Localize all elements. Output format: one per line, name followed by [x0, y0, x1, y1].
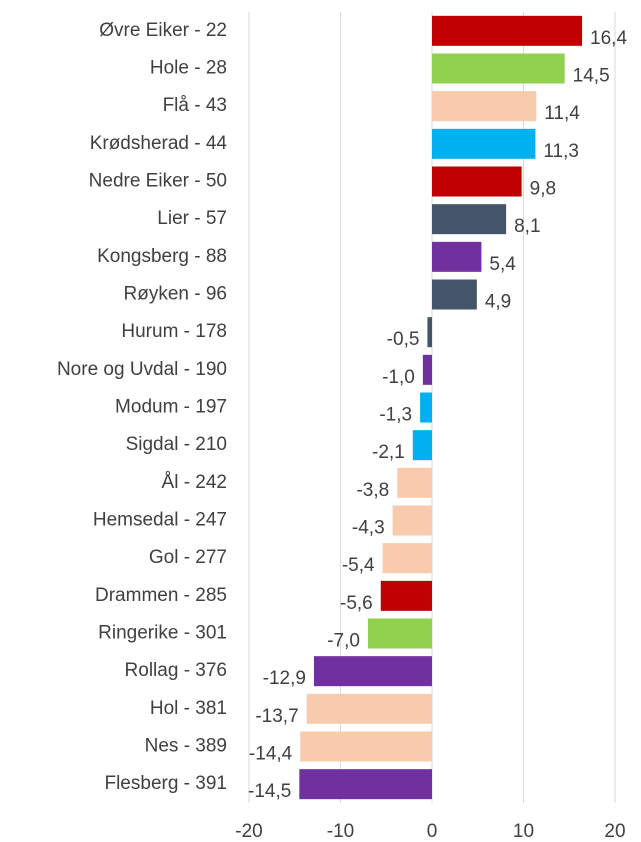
x-tick-label: -20 — [235, 821, 262, 842]
category-label: Gol - 277 — [149, 547, 227, 568]
value-label: -5,6 — [340, 593, 373, 614]
x-tick-label: 0 — [427, 821, 438, 842]
value-label: -1,3 — [379, 405, 412, 426]
value-label: -2,1 — [372, 442, 405, 463]
x-tick-label: 10 — [513, 821, 534, 842]
bar — [432, 204, 507, 235]
category-label: Drammen - 285 — [95, 585, 227, 606]
bar — [432, 15, 583, 46]
value-label: 11,3 — [543, 141, 579, 162]
bar — [412, 430, 432, 461]
bar — [397, 467, 432, 498]
bar — [299, 769, 432, 800]
value-label: -7,0 — [327, 631, 360, 652]
value-label: 16,4 — [590, 28, 627, 49]
category-label: Nes - 389 — [145, 736, 227, 757]
bar — [432, 128, 536, 159]
value-label: 4,9 — [485, 292, 511, 313]
value-label: 9,8 — [530, 179, 556, 200]
value-label: -14,5 — [248, 781, 291, 802]
category-label: Røyken - 96 — [124, 284, 227, 305]
category-label: Nedre Eiker - 50 — [89, 171, 227, 192]
category-label: Hemsedal - 247 — [93, 510, 227, 531]
value-label: 5,4 — [489, 254, 516, 275]
category-label: Flå - 43 — [163, 95, 227, 116]
category-label: Ål - 242 — [162, 472, 227, 493]
value-label: -4,3 — [352, 518, 385, 539]
bar — [300, 731, 432, 762]
category-label: Hole - 28 — [150, 58, 227, 79]
x-tick-label: -10 — [327, 821, 354, 842]
category-label: Sigdal - 210 — [126, 434, 227, 455]
category-label: Flesberg - 391 — [104, 773, 227, 794]
bar — [367, 618, 432, 649]
bar — [380, 580, 432, 611]
category-label: Øvre Eiker - 22 — [99, 20, 227, 41]
value-label: -0,5 — [387, 329, 420, 350]
value-label: -12,9 — [263, 668, 306, 689]
bar — [432, 241, 482, 272]
bar — [313, 656, 432, 687]
category-label: Lier - 57 — [157, 208, 227, 229]
category-label: Ringerike - 301 — [98, 623, 227, 644]
value-label: -13,7 — [255, 706, 298, 727]
category-label: Rollag - 376 — [125, 660, 227, 681]
bar — [432, 91, 537, 122]
bar — [392, 505, 432, 536]
category-label: Nore og Uvdal - 190 — [57, 359, 227, 380]
bar — [422, 354, 432, 385]
bar — [420, 392, 432, 423]
bar — [432, 166, 522, 197]
category-label: Modum - 197 — [115, 397, 227, 418]
category-label: Kongsberg - 88 — [97, 246, 227, 267]
bar — [432, 279, 477, 310]
category-label: Hurum - 178 — [121, 321, 227, 342]
bar — [427, 317, 432, 348]
value-label: -1,0 — [382, 367, 415, 388]
category-label: Hol - 381 — [150, 698, 227, 719]
value-label: -14,4 — [249, 744, 293, 765]
value-label: -5,4 — [342, 555, 375, 576]
value-label: 11,4 — [544, 103, 580, 124]
bar — [432, 53, 565, 84]
category-label: Krødsherad - 44 — [90, 133, 228, 154]
value-label: -3,8 — [356, 480, 389, 501]
x-tick-label: 20 — [604, 821, 625, 842]
value-label: 8,1 — [514, 216, 540, 237]
bar — [382, 543, 432, 574]
bar — [306, 693, 432, 724]
value-label: 14,5 — [573, 66, 610, 87]
